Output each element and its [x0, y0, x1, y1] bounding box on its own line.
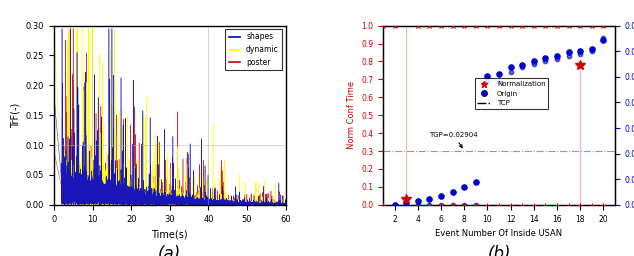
Point	[494, 72, 504, 76]
Y-axis label: TrF(-): TrF(-)	[10, 103, 20, 128]
Point	[552, 54, 562, 58]
Point	[564, 54, 574, 58]
Point	[598, 36, 609, 40]
Point	[436, 194, 446, 198]
Point	[505, 70, 515, 74]
Point	[564, 50, 574, 55]
Text: (a): (a)	[158, 244, 181, 256]
Point	[494, 80, 504, 84]
Point	[482, 80, 493, 84]
Point	[575, 52, 585, 56]
X-axis label: Event Number Of Inside USAN: Event Number Of Inside USAN	[436, 229, 562, 238]
Point	[459, 185, 469, 189]
Point	[598, 38, 609, 42]
Point	[459, 203, 469, 207]
Point	[471, 179, 481, 184]
Point	[517, 65, 527, 69]
Point	[517, 63, 527, 67]
Point	[401, 203, 411, 207]
Point	[401, 203, 411, 207]
Point	[482, 74, 493, 78]
Point	[586, 47, 597, 51]
Point	[575, 49, 585, 53]
Legend: Normalization, Origin, TCP: Normalization, Origin, TCP	[475, 78, 548, 109]
Point	[413, 199, 423, 203]
Point	[586, 49, 597, 53]
Text: TGP=0.02904: TGP=0.02904	[429, 132, 478, 148]
X-axis label: Time(s): Time(s)	[152, 229, 188, 239]
Point	[413, 203, 423, 207]
Text: (b): (b)	[488, 244, 511, 256]
Point	[424, 203, 434, 207]
Point	[390, 203, 400, 207]
Point	[471, 203, 481, 207]
Point	[448, 203, 458, 207]
Point	[505, 65, 515, 69]
Point	[529, 59, 539, 63]
Point	[540, 56, 550, 60]
Point	[448, 190, 458, 194]
Point	[424, 197, 434, 201]
Point	[436, 203, 446, 207]
Y-axis label: Norm Conf Time: Norm Conf Time	[347, 81, 356, 149]
Point	[390, 203, 400, 207]
Point	[540, 59, 550, 63]
Legend: shapes, dynamic, poster: shapes, dynamic, poster	[226, 29, 282, 70]
Point	[552, 57, 562, 61]
Point	[529, 62, 539, 66]
